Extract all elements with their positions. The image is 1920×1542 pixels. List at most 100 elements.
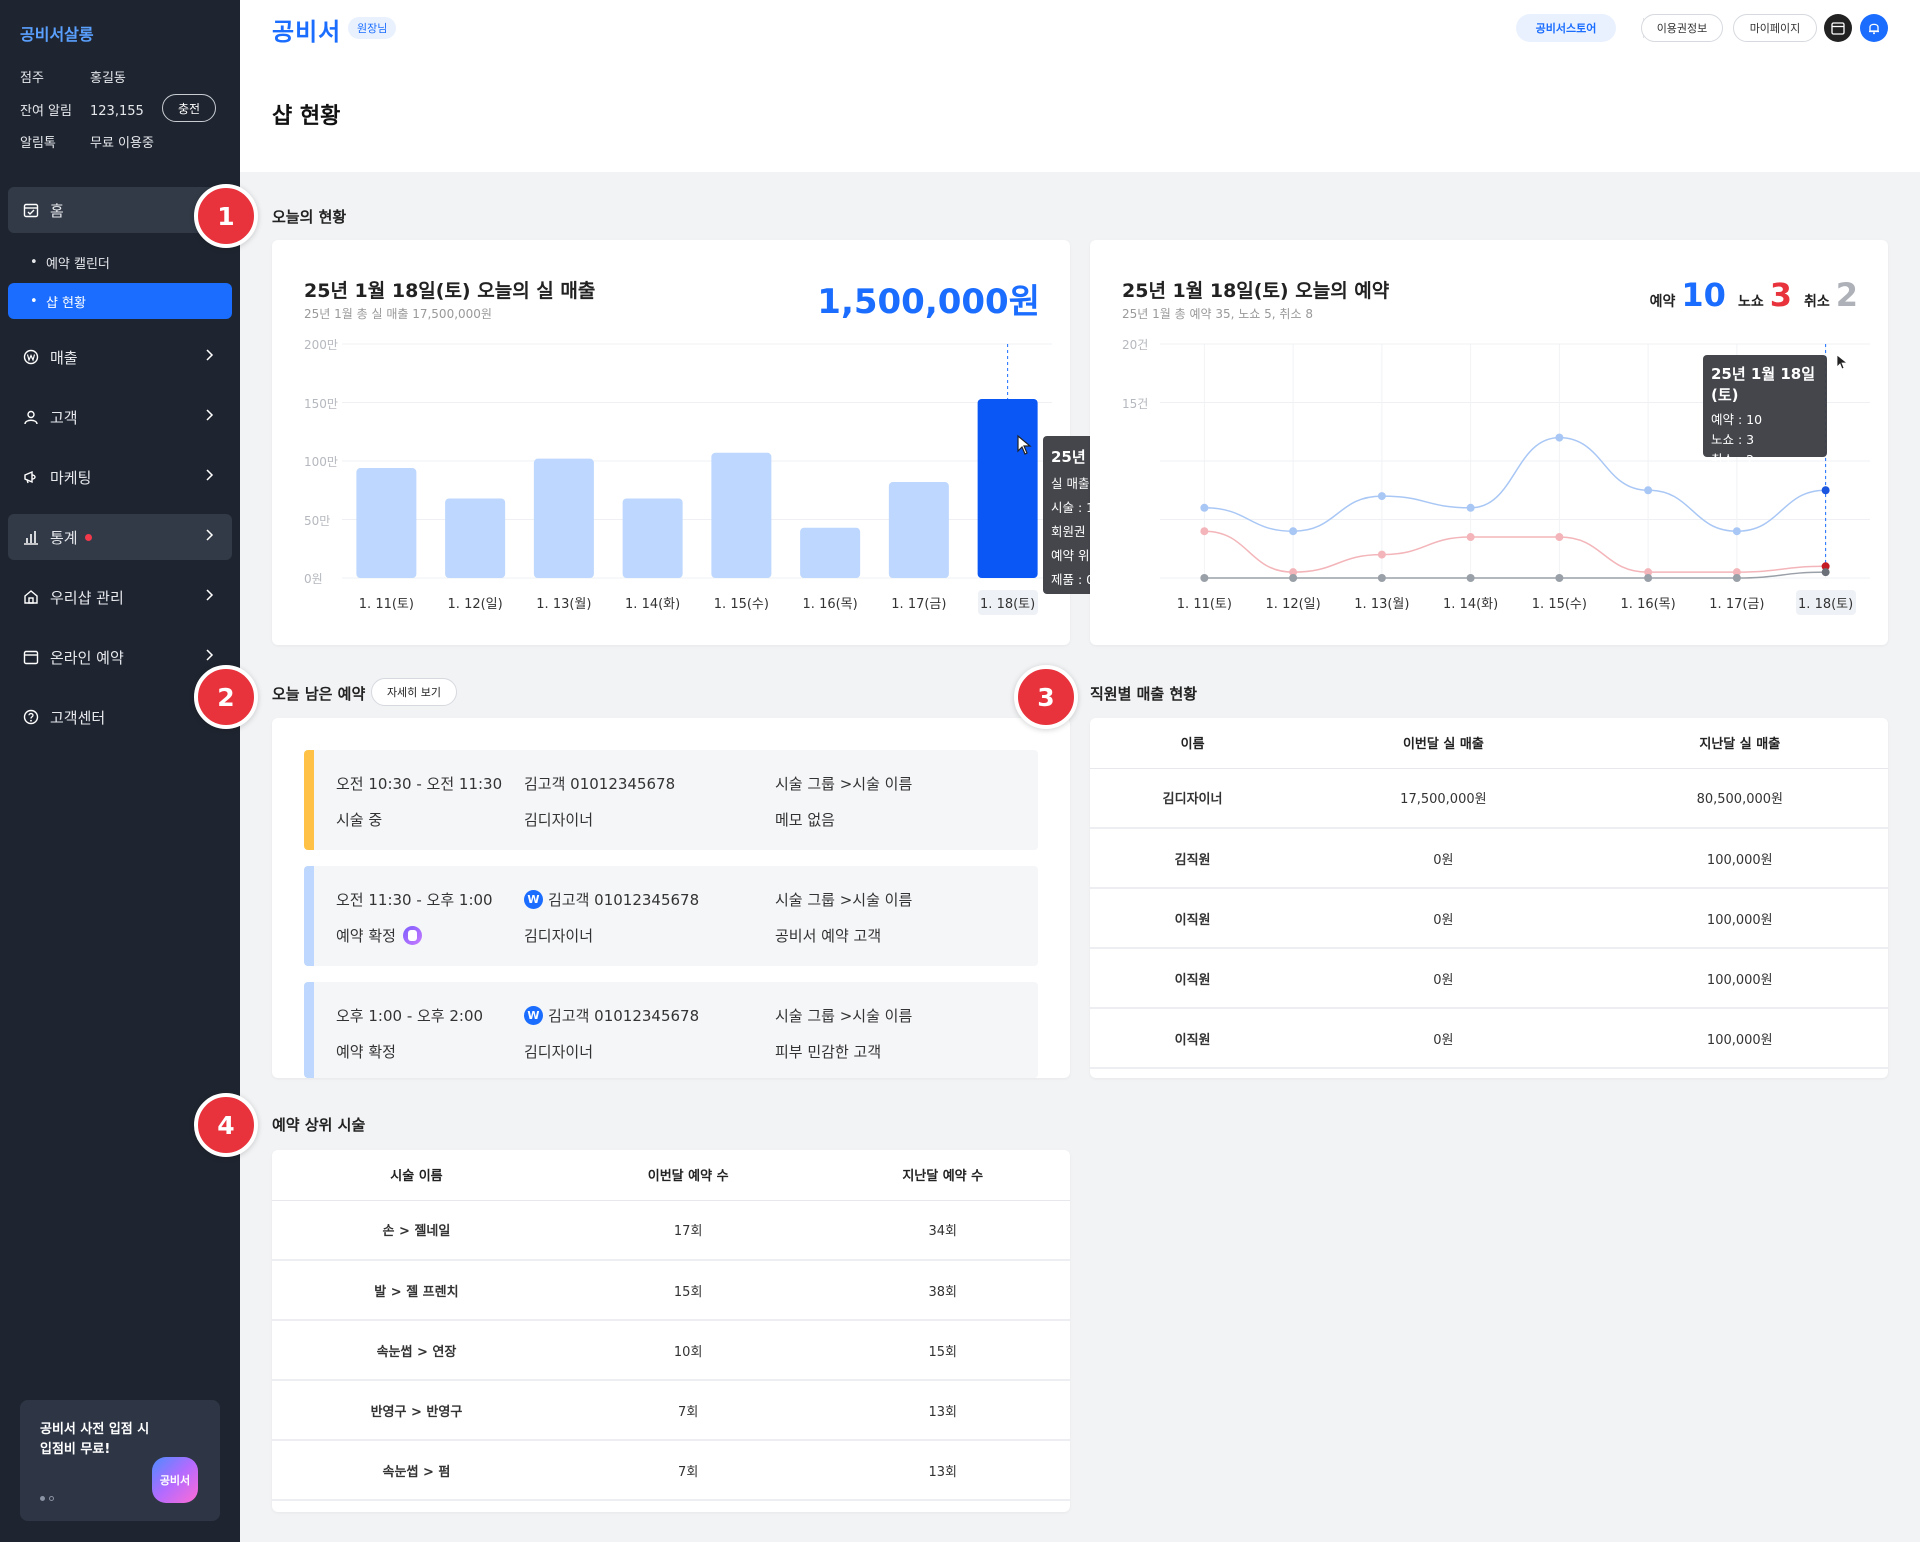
cursor-icon <box>1017 434 1032 455</box>
staff-name: 김직원 <box>1090 828 1296 889</box>
y-tick: 50만 <box>304 514 331 528</box>
nav-sub-calendar[interactable]: • 예약 캘린더 <box>8 244 232 280</box>
last-month-count: 38회 <box>815 1260 1070 1321</box>
col-header[interactable]: 이번달 예약 수 <box>560 1150 816 1201</box>
last-month-sales: 100,000원 <box>1591 948 1888 1009</box>
bar <box>622 498 683 578</box>
bell-icon[interactable] <box>1860 14 1888 42</box>
x-tick-label: 1. 18(토) <box>977 590 1038 615</box>
table-row[interactable]: 속눈썹 > 펌 7회 13회 <box>272 1440 1070 1501</box>
chevron-right-icon <box>206 469 214 481</box>
online-booking-icon <box>402 926 422 945</box>
nav-statistics-label: 통계 <box>50 528 78 547</box>
table-row[interactable]: 발 > 젤 프렌치 15회 38회 <box>272 1260 1070 1321</box>
service-name: 손 > 젤네일 <box>272 1200 561 1261</box>
table-row[interactable]: 이직원 0원 100,000원 <box>1090 948 1888 1009</box>
nav-statistics[interactable]: 통계 <box>8 514 232 560</box>
app-logo[interactable]: 공비서 <box>272 18 342 46</box>
x-tick-label: 1. 18(토) <box>1795 590 1856 615</box>
res-designer: 김디자이너 <box>524 927 594 945</box>
col-header[interactable]: 이번달 실 매출 <box>1295 718 1592 769</box>
reservation-counts: 예약 10 노쇼 3 취소 2 <box>1650 276 1858 314</box>
pagination-dot[interactable] <box>40 1496 45 1501</box>
last-month-sales: 100,000원 <box>1591 888 1888 949</box>
staff-name: 김디자이너 <box>1090 768 1296 829</box>
res-time: 오후 1:00 - 오후 2:00 <box>336 1007 484 1025</box>
tooltip-line: 노쇼 : 3 <box>1711 432 1755 447</box>
bar <box>888 482 949 578</box>
reservation-line-chart <box>1160 343 1870 582</box>
tooltip-title: 25년 1월 18일(토) <box>1711 365 1816 404</box>
user-icon <box>22 408 40 426</box>
sales-title: 25년 1월 18일(토) 오늘의 실 매출 <box>304 280 596 302</box>
table-row[interactable]: 이직원 0원 100,000원 <box>1090 1008 1888 1069</box>
this-month-count: 7회 <box>560 1440 816 1501</box>
promo-pagination[interactable] <box>40 1496 54 1501</box>
chevron-right-icon <box>206 649 214 661</box>
nav-online-reservation[interactable]: 온라인 예약 <box>8 634 232 680</box>
table-row[interactable]: 손 > 젤네일 17회 34회 <box>272 1200 1070 1261</box>
nav-shop-manage[interactable]: 우리샵 관리 <box>8 574 232 620</box>
nav-sales[interactable]: 매출 <box>8 334 232 380</box>
res-customer: 김고객 01012345678 <box>524 775 676 793</box>
promo-banner[interactable]: 공비서 사전 입점 시 입점비 무료! 공비서 <box>20 1400 220 1521</box>
y-tick: 200만 <box>304 338 338 352</box>
y-tick: 0원 <box>304 572 323 586</box>
bar <box>800 527 861 578</box>
this-month-count: 15회 <box>560 1260 816 1321</box>
sales-subtitle: 25년 1월 총 실 매출 17,500,000원 <box>304 307 492 321</box>
this-month-count: 7회 <box>560 1380 816 1441</box>
res-service: 시술 그룹 >시술 이름 <box>775 891 913 909</box>
table-row[interactable]: 김직원 0원 100,000원 <box>1090 828 1888 889</box>
table-row[interactable]: 반영구 > 반영구 7회 13회 <box>272 1380 1070 1441</box>
reservation-item[interactable]: 오후 1:00 - 오후 2:00 예약 확정 W 김고객 01012345678… <box>304 982 1038 1078</box>
store-button[interactable]: 공비서스토어 <box>1516 14 1616 42</box>
question-icon <box>22 708 40 726</box>
charge-button[interactable]: 충전 <box>162 94 216 122</box>
sales-total: 1,500,000원 <box>817 282 1040 322</box>
talk-label: 알림톡 <box>20 136 56 151</box>
pagination-dot[interactable] <box>49 1496 54 1501</box>
table-row[interactable]: 이직원 0원 100,000원 <box>1090 888 1888 949</box>
bar <box>533 458 594 578</box>
y-tick: 150만 <box>304 397 338 411</box>
res-memo: 공비서 예약 고객 <box>775 927 882 945</box>
bar <box>711 452 772 578</box>
data-point <box>1821 486 1830 495</box>
res-count-label: 예약 <box>1649 294 1676 310</box>
tooltip-line: 취소 : 2 <box>1711 452 1755 467</box>
nav-sales-label: 매출 <box>50 348 78 367</box>
mypage-button[interactable]: 마이페이지 <box>1733 14 1817 42</box>
table-row[interactable]: 속눈썹 > 연장 10회 15회 <box>272 1320 1070 1381</box>
reservation-subtitle: 25년 1월 총 예약 35, 노쇼 5, 취소 8 <box>1122 307 1313 321</box>
data-point <box>1377 550 1386 559</box>
col-header[interactable]: 지난달 예약 수 <box>815 1150 1070 1201</box>
plan-info-button[interactable]: 이용권정보 <box>1641 14 1723 42</box>
bar <box>356 468 417 578</box>
calendar-icon[interactable] <box>1824 14 1852 42</box>
reservation-item[interactable]: 오전 10:30 - 오전 11:30 시술 중 김고객 01012345678… <box>304 750 1038 850</box>
nav-marketing[interactable]: 마케팅 <box>8 454 232 500</box>
home-icon <box>22 588 40 606</box>
sales-card: 25년 1월 18일(토) 오늘의 실 매출 25년 1월 총 실 매출 17,… <box>272 240 1070 645</box>
col-header[interactable]: 지난달 실 매출 <box>1591 718 1888 769</box>
this-month-sales: 0원 <box>1295 1008 1592 1069</box>
cancel-value: 2 <box>1835 276 1858 314</box>
data-point <box>1555 574 1564 582</box>
x-tick-label: 1. 11(토) <box>358 597 414 612</box>
data-point <box>1555 533 1564 542</box>
col-header[interactable]: 이름 <box>1090 718 1296 769</box>
shop-name[interactable]: 공비서살롱 <box>20 25 94 44</box>
bar-chart-icon <box>22 528 40 546</box>
x-tick-label: 1. 11(토) <box>1176 597 1232 612</box>
view-detail-button[interactable]: 자세히 보기 <box>371 678 457 706</box>
nav-customer[interactable]: 고객 <box>8 394 232 440</box>
reservation-item[interactable]: 오전 11:30 - 오후 1:00 예약 확정 W 김고객 0101234567… <box>304 866 1038 966</box>
nav-customer-label: 고객 <box>50 408 78 427</box>
col-header[interactable]: 시술 이름 <box>272 1150 561 1201</box>
data-point <box>1200 503 1209 512</box>
nav-sub-shop-status[interactable]: • 샵 현황 <box>8 283 232 319</box>
table-row[interactable]: 김디자이너 17,500,000원 80,500,000원 <box>1090 768 1888 829</box>
alarm-row: 잔여 알림 123,155 <box>20 100 144 119</box>
nav-help-center[interactable]: 고객센터 <box>8 694 232 740</box>
